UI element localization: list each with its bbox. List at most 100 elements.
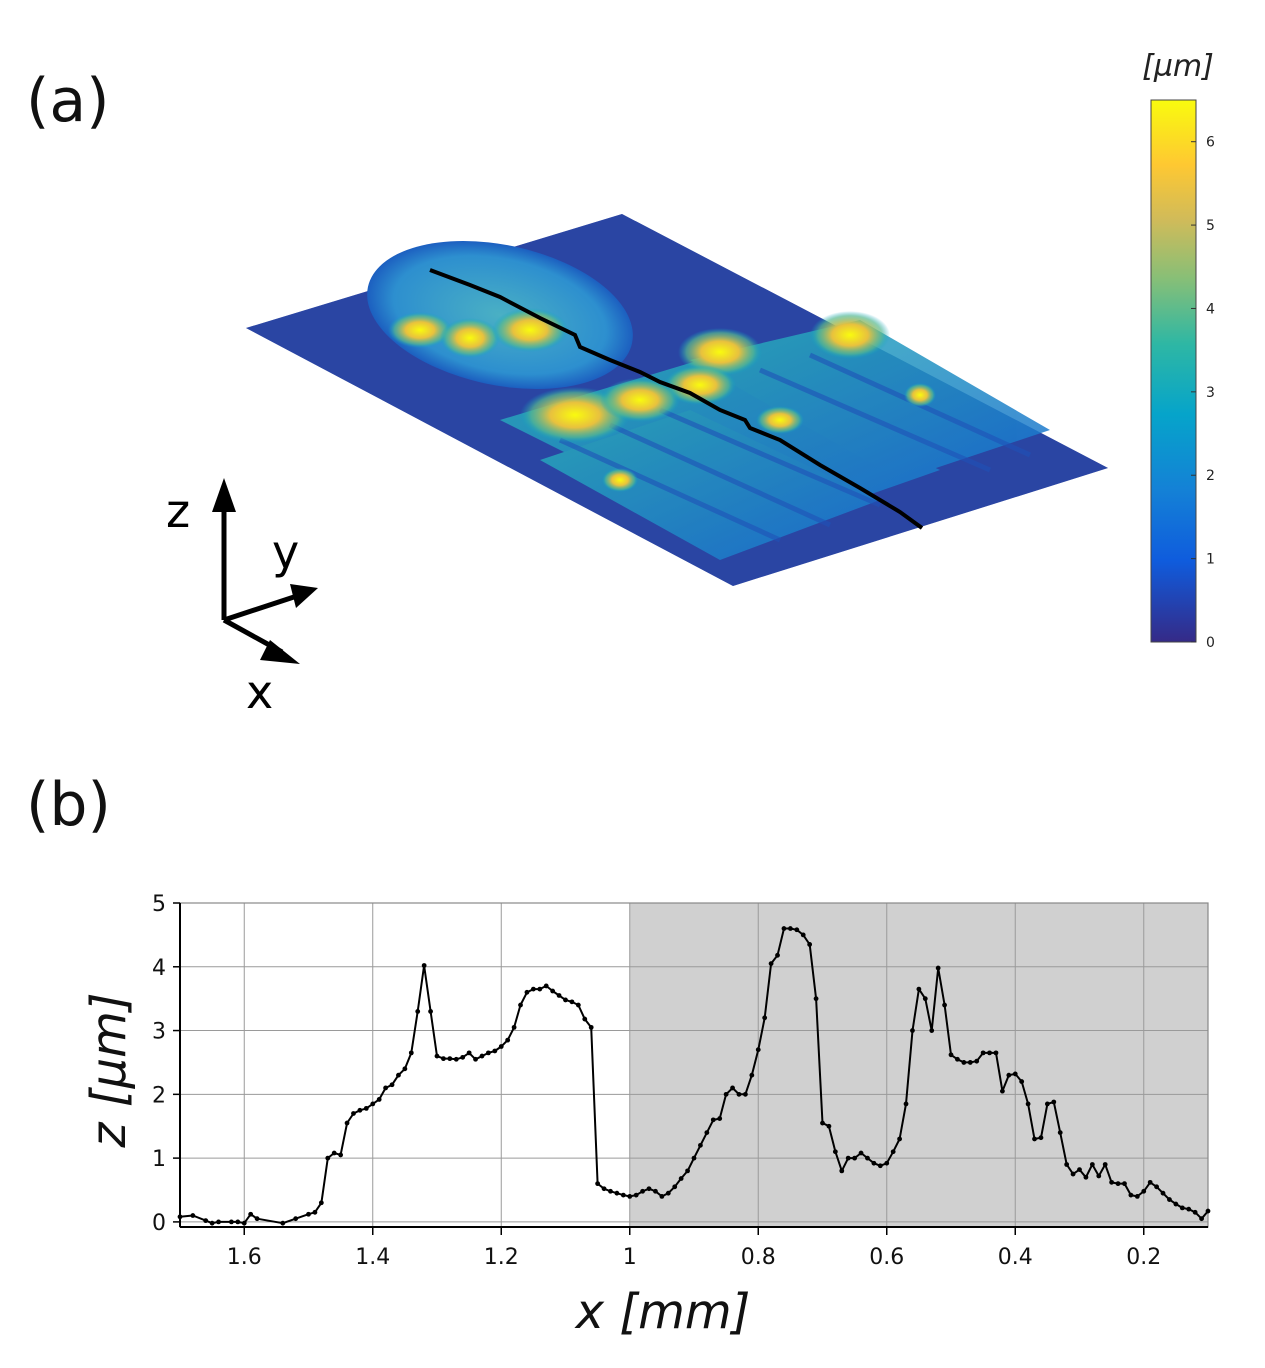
- profile-point: [582, 1016, 588, 1022]
- profile-point: [903, 1101, 909, 1107]
- profile-point: [530, 986, 536, 992]
- profile-point: [293, 1216, 299, 1222]
- profile-point: [190, 1213, 196, 1218]
- circular-plateau: [367, 240, 633, 390]
- profile-point: [306, 1211, 311, 1217]
- profile-point: [987, 1050, 992, 1056]
- profile-point: [678, 1176, 684, 1181]
- profile-point: [775, 952, 780, 958]
- profile-point: [177, 1214, 183, 1220]
- profile-point: [383, 1085, 388, 1091]
- x-tick-label: 0.2: [1126, 1245, 1161, 1270]
- profile-point: [344, 1120, 350, 1126]
- profile-point: [466, 1050, 472, 1056]
- profile-point: [318, 1200, 324, 1206]
- profile-point: [646, 1186, 652, 1192]
- profile-point: [807, 942, 813, 947]
- colorbar-tick-label: 0: [1206, 635, 1215, 651]
- x-tick-label: 0.8: [741, 1245, 776, 1270]
- surface-ridge-lines: [558, 352, 1032, 543]
- profile-point: [813, 996, 819, 1002]
- profile-point: [473, 1056, 478, 1062]
- profile-point: [1096, 1173, 1102, 1179]
- profile-point: [428, 1009, 433, 1014]
- profile-point: [865, 1155, 870, 1161]
- profile-point: [550, 988, 556, 994]
- profile-point: [1000, 1088, 1005, 1094]
- profile-point: [736, 1091, 742, 1097]
- profile-point: [710, 1117, 716, 1123]
- profile-point: [460, 1054, 466, 1060]
- x-tick-label: 1.2: [484, 1245, 519, 1270]
- y-tick-label: 2: [152, 1083, 166, 1108]
- profile-point: [351, 1111, 356, 1116]
- profile-point: [884, 1160, 890, 1166]
- profile-point: [434, 1053, 440, 1059]
- profile-point: [640, 1188, 645, 1194]
- profile-point: [820, 1120, 825, 1126]
- profile-point: [280, 1220, 286, 1226]
- profile-point: [1038, 1135, 1044, 1141]
- profile-point: [235, 1219, 241, 1225]
- profile-point: [1109, 1179, 1115, 1185]
- x-tick-label: 1.4: [355, 1245, 390, 1270]
- profile-point: [1044, 1101, 1050, 1107]
- profile-point: [749, 1072, 755, 1078]
- profile-point: [312, 1209, 318, 1215]
- profile-point: [743, 1091, 748, 1097]
- profile-point: [633, 1192, 639, 1198]
- profile-point: [980, 1050, 986, 1056]
- x-tick-labels: 1.6 1.4 1.2 1 0.8 0.6 0.4 0.2: [227, 1227, 1161, 1270]
- profile-point: [543, 983, 549, 989]
- x-tick-label: 1.6: [227, 1245, 262, 1270]
- profile-point: [698, 1142, 703, 1148]
- profile-point: [627, 1193, 633, 1199]
- profile-point: [511, 1024, 517, 1030]
- profile-point: [691, 1155, 697, 1161]
- profile-point: [498, 1044, 504, 1049]
- profile-point: [858, 1150, 864, 1156]
- profile-point: [338, 1152, 344, 1158]
- profile-point: [1057, 1130, 1063, 1136]
- panel-b-label: (b): [26, 770, 111, 840]
- profile-cut-line: [429, 268, 924, 530]
- profile-point: [942, 1002, 947, 1008]
- profile-point: [826, 1123, 832, 1129]
- colorbar-tick-label: 5: [1206, 218, 1215, 234]
- x-tick-label: 0.6: [869, 1245, 904, 1270]
- colorbar: 0 1 2 3 4 5 6: [1150, 99, 1215, 651]
- profile-point: [608, 1188, 613, 1194]
- y-tick-label: 1: [152, 1147, 166, 1172]
- profile-point: [556, 993, 562, 998]
- colorbar-tick-label: 4: [1206, 301, 1215, 317]
- profile-point: [1083, 1174, 1089, 1180]
- profile-point: [209, 1220, 215, 1226]
- colorbar-tick-label: 3: [1206, 385, 1215, 401]
- profile-point: [363, 1105, 369, 1111]
- profile-point: [781, 926, 787, 931]
- profile-point: [1064, 1162, 1070, 1167]
- profile-point: [1199, 1216, 1204, 1222]
- profile-point: [685, 1168, 690, 1174]
- profile-point: [325, 1155, 331, 1161]
- profile-point: [672, 1184, 678, 1190]
- profile-point: [402, 1066, 408, 1072]
- profile-point: [241, 1220, 247, 1226]
- profile-point: [723, 1091, 729, 1097]
- profile-point: [762, 1015, 768, 1021]
- profile-point: [1032, 1136, 1037, 1142]
- profile-point: [216, 1219, 221, 1225]
- profile-point: [910, 1028, 915, 1033]
- profile-point: [575, 1002, 581, 1008]
- y-tick-label: 4: [152, 956, 166, 981]
- profile-point: [569, 999, 575, 1005]
- profile-point: [929, 1028, 935, 1033]
- profile-point: [229, 1219, 234, 1225]
- profile-point: [1019, 1079, 1025, 1084]
- profile-point: [1134, 1193, 1140, 1199]
- profile-point: [1167, 1197, 1172, 1202]
- profile-point: [254, 1216, 260, 1222]
- profile-point: [479, 1053, 485, 1059]
- profile-point: [665, 1190, 671, 1196]
- profile-point: [897, 1136, 902, 1142]
